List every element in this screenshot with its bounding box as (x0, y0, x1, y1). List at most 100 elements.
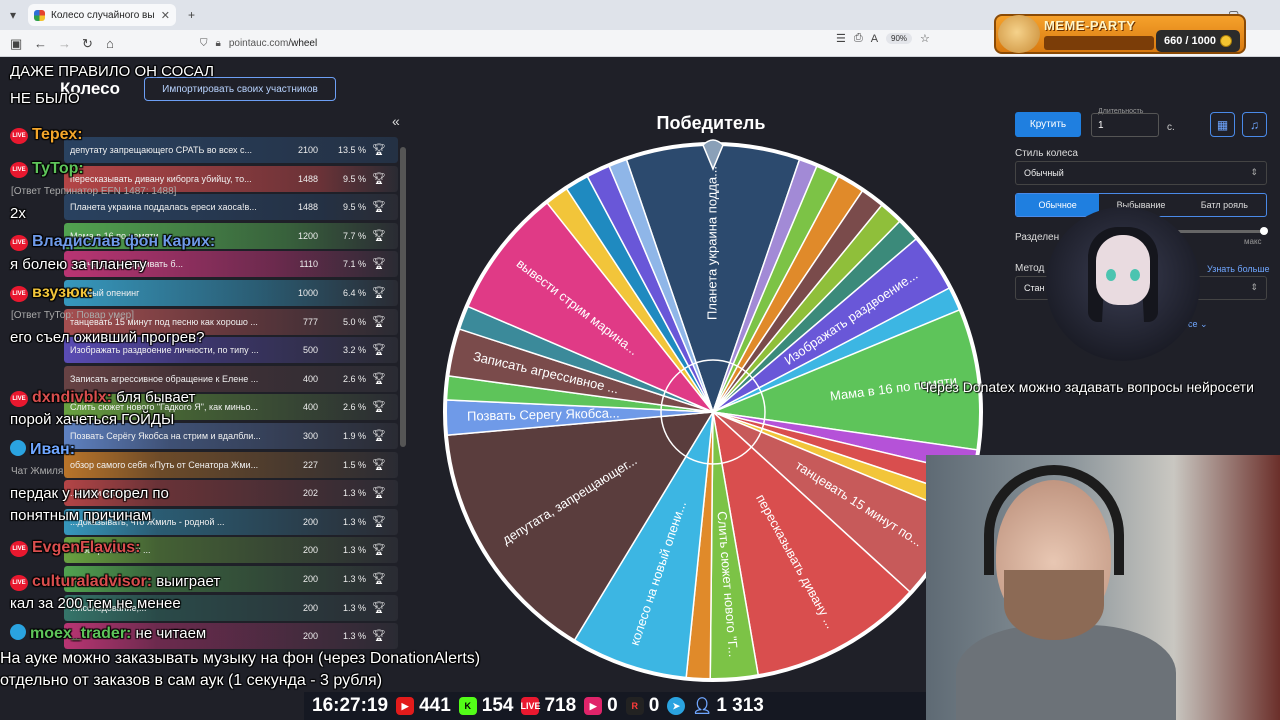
participant-row[interactable]: Планета украина поддалась ереси хаоса!в.… (64, 194, 398, 221)
trophy-icon[interactable]: 🏆︎ (372, 286, 386, 299)
participant-row[interactable]: ...ровки это хоро... 202 1.3 % 🏆︎ (64, 480, 398, 507)
bookmark-star-icon[interactable]: ☆ (920, 33, 930, 45)
participant-bar (64, 480, 398, 507)
grid-settings-button[interactable]: ▦ (1210, 112, 1235, 137)
sidebar-icon[interactable]: ▣ (10, 36, 23, 51)
participant-row[interactable]: депутату запрещающего СРАТЬ во всех с...… (64, 137, 398, 163)
kick-stat: K 154 (458, 695, 513, 717)
reader-view-icon[interactable]: ☰ (836, 33, 846, 45)
learn-more-link[interactable]: Узнать больше (1207, 264, 1270, 274)
participant-amount: 2100 (297, 145, 318, 155)
back-icon[interactable]: ← (34, 36, 47, 51)
import-participants-button[interactable]: Импортировать своих участников (144, 77, 336, 101)
participant-label: Планета украина поддалась ереси хаоса!в.… (70, 202, 257, 213)
prize-wheel[interactable]: Планета украина подда... Изображать раздв… (440, 139, 986, 685)
collapse-panel-icon[interactable]: « (392, 113, 400, 129)
participant-percent: 7.7 % (342, 230, 366, 241)
trophy-icon[interactable]: 🏆︎ (372, 344, 386, 357)
participant-row[interactable]: ...доказывать, что Жмиль - родной ... 200… (64, 508, 398, 535)
translate-icon[interactable]: A (870, 32, 879, 45)
reload-icon[interactable]: ↻ (82, 36, 93, 51)
trophy-icon[interactable]: 🏆︎ (372, 144, 386, 156)
trophy-icon[interactable]: 🏆︎ (372, 258, 386, 271)
participant-bar (64, 565, 398, 592)
r-count: 0 (648, 695, 660, 716)
participant-amount: 200 (302, 602, 318, 613)
method-value: Стан (1024, 283, 1045, 293)
chat-message: LIVE ТуТор: (10, 160, 84, 178)
duration-input[interactable] (1091, 113, 1159, 137)
telegram-icon: ➤ (667, 697, 686, 715)
clock: 16:27:19 (312, 695, 389, 716)
duration-label: Длительность (1098, 108, 1144, 115)
participant-row[interactable]: обзор самого себя «Путь от Сенатора Жми.… (64, 451, 398, 478)
trophy-icon[interactable]: 🏆︎ (372, 229, 386, 242)
trophy-icon[interactable]: 🏆︎ (372, 515, 386, 528)
participant-bar (64, 365, 398, 392)
participant-amount: 1488 (297, 202, 318, 213)
screenshot-icon[interactable]: ⎙ (853, 32, 863, 44)
url-host: pointauc.com (228, 38, 289, 49)
split-slider-handle[interactable] (1260, 227, 1268, 235)
lock-icon[interactable]: 🔒︎ (215, 38, 221, 49)
list-scrollbar[interactable] (400, 147, 406, 447)
browser-tab[interactable]: Колесо случайного выбора – | ✕ (28, 4, 176, 26)
tracking-shield-icon[interactable]: ⛉ (200, 38, 208, 49)
trophy-icon[interactable]: 🏆︎ (372, 572, 386, 585)
wheel-style-select[interactable]: Обычный ⇕ (1015, 161, 1267, 185)
tab-title: Колесо случайного выбора – | (51, 9, 155, 21)
trophy-icon[interactable]: 🏆︎ (372, 372, 386, 385)
mode-normal[interactable]: Обычное (1016, 194, 1100, 216)
trophy-icon[interactable]: 🏆︎ (372, 315, 386, 328)
mode-battle-royale[interactable]: Батл рояль (1200, 200, 1248, 210)
close-tab-icon[interactable]: ✕ (160, 9, 170, 22)
zoom-level[interactable]: 90% (886, 33, 913, 44)
new-tab-icon[interactable]: + (188, 8, 196, 22)
participant-row[interactable]: ...исследование,... 200 1.3 % 🏆︎ (64, 594, 398, 621)
tab-list-icon[interactable]: ▾ (10, 8, 17, 22)
participant-amount: 400 (302, 373, 318, 384)
news-ticker: Через Donatex можно задавать вопросы ней… (920, 379, 1254, 395)
trophy-icon[interactable]: 🏆︎ (372, 544, 386, 557)
url-field[interactable]: ⛉ 🔒︎ pointauc.com/wheel (200, 34, 940, 53)
spin-button[interactable]: Крутить (1015, 112, 1081, 137)
participant-row[interactable]: пересказывать дивану киборга убийцу, то.… (64, 165, 398, 192)
forward-icon[interactable]: → (58, 36, 71, 51)
headset-icon (984, 465, 1124, 575)
participant-row[interactable]: ...воображаемых ... 200 1.3 % 🏆︎ (64, 537, 398, 564)
participant-row[interactable]: Записать агрессивное обращение к Елене .… (64, 365, 398, 392)
trophy-icon[interactable]: 🏆︎ (372, 172, 386, 185)
trophy-icon[interactable]: 🏆︎ (372, 201, 386, 214)
participant-row[interactable]: Позвать Серёгу Якобса на стрим и вдалбли… (64, 422, 398, 449)
trophy-icon[interactable]: 🏆︎ (372, 601, 386, 614)
participant-row[interactable]: Изображать раздвоение личности, по типу … (64, 337, 398, 364)
trophy-icon[interactable]: 🏆︎ (372, 401, 386, 414)
participant-row[interactable]: Слить сюжет нового "Гадкого Я", как минь… (64, 394, 398, 421)
chevron-down-icon: ⌄ (1200, 319, 1208, 329)
participant-percent: 9.5 % (342, 173, 366, 184)
trophy-icon[interactable]: 🏆︎ (372, 630, 386, 643)
participant-row[interactable]: Мама в 16 по памяти 1200 7.7 % 🏆︎ (64, 222, 398, 249)
participant-amount: 500 (302, 345, 318, 356)
telegram-stat: ➤ (667, 697, 686, 715)
trophy-icon[interactable]: 🏆︎ (372, 429, 386, 442)
chat-message: LIVE culturaladvisor: выиграет (10, 573, 220, 591)
participant-row[interactable]: ...новый опенинг 1000 6.4 % 🏆︎ (64, 279, 398, 306)
chat-nick: Терех: (32, 126, 83, 143)
trophy-icon[interactable]: 🏆︎ (372, 458, 386, 471)
mode-elimination[interactable]: Выбывание (1116, 200, 1166, 210)
home-icon[interactable]: ⌂ (106, 36, 114, 51)
chat-reply-ref: [Ответ Терпинатор EFN 1487: 1488] (11, 186, 177, 197)
participant-row[interactable]: ...начала и уговаривать б... 1110 7.1 % 🏆︎ (64, 251, 398, 278)
participant-row[interactable]: танцевать 15 минут под песню как хорошо … (64, 308, 398, 335)
participant-row[interactable]: ... 200 1.3 % 🏆︎ (64, 623, 398, 650)
participant-row[interactable]: ... 200 1.3 % 🏆︎ (64, 565, 398, 592)
trophy-icon[interactable]: 🏆︎ (372, 487, 386, 500)
split-slider[interactable] (1100, 230, 1266, 233)
participant-percent: 1.3 % (342, 631, 366, 642)
telegram-icon (10, 624, 26, 640)
music-button[interactable]: ♫ (1242, 112, 1267, 137)
participant-bar (64, 308, 398, 335)
more-settings-toggle[interactable]: есе ⌄ (1183, 319, 1208, 330)
vk-live-icon: LIVE (520, 697, 540, 715)
